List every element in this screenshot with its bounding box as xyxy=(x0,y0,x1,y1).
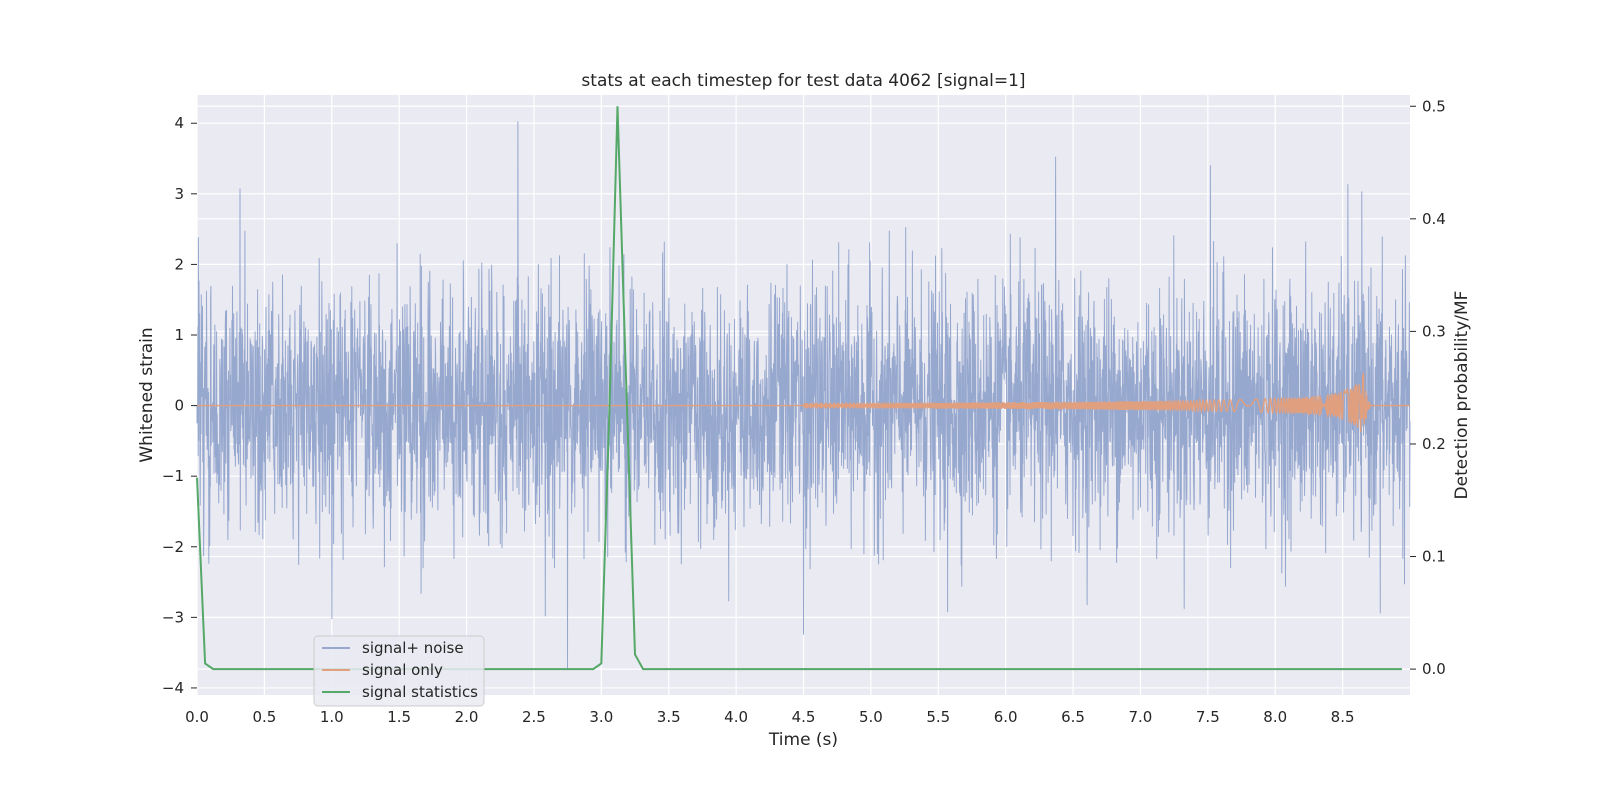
y-tick-label-right: 0.5 xyxy=(1422,97,1446,115)
signal-statistics-line xyxy=(196,106,1402,671)
y-tick-label-right: 0.3 xyxy=(1422,322,1446,340)
signal-statistics-series xyxy=(196,106,1402,671)
y-tick-label-left: −3 xyxy=(162,608,184,626)
x-tick-label: 7.0 xyxy=(1129,708,1153,726)
legend-label: signal only xyxy=(362,661,443,679)
x-tick-label: 3.0 xyxy=(589,708,613,726)
x-tick-label: 8.5 xyxy=(1331,708,1355,726)
x-tick-label: 1.5 xyxy=(387,708,411,726)
x-tick-label: 2.5 xyxy=(522,708,546,726)
y-tick-label-right: 0.2 xyxy=(1422,435,1446,453)
x-tick-label: 5.5 xyxy=(926,708,950,726)
x-tick-label: 0.5 xyxy=(252,708,276,726)
x-tick-label: 6.0 xyxy=(994,708,1018,726)
x-tick-label: 4.5 xyxy=(792,708,816,726)
x-tick-label: 4.0 xyxy=(724,708,748,726)
noise-series xyxy=(196,121,1411,669)
y-tick-label-right: 0.4 xyxy=(1422,210,1446,228)
y-tick-label-left: 1 xyxy=(174,326,184,344)
x-tick-label: 2.0 xyxy=(455,708,479,726)
x-tick-label: 5.0 xyxy=(859,708,883,726)
y-tick-label-left: 0 xyxy=(174,397,184,415)
signal-only-series xyxy=(197,372,1410,433)
y-tick-label-left: −4 xyxy=(162,679,184,697)
signal-only-line xyxy=(197,372,1410,433)
legend-label: signal+ noise xyxy=(362,639,464,657)
x-tick-label: 3.5 xyxy=(657,708,681,726)
x-tick-label: 6.5 xyxy=(1061,708,1085,726)
y-tick-label-left: −2 xyxy=(162,538,184,556)
y-tick-label-left: 4 xyxy=(174,114,184,132)
signal-plus-noise-line xyxy=(196,121,1411,669)
x-tick-label: 1.0 xyxy=(320,708,344,726)
legend-label: signal statistics xyxy=(362,683,478,701)
legend-box xyxy=(313,635,485,707)
y-tick-label-left: 3 xyxy=(174,185,184,203)
y-tick-label-right: 0.0 xyxy=(1422,660,1446,678)
chart-title: stats at each timestep for test data 406… xyxy=(581,71,1025,91)
x-tick-label: 7.5 xyxy=(1196,708,1220,726)
axes: 0.0 0.5 1.0 1.5 2.0 2.5 3.0 3.5 4.0 4.5 5.0 5.5 6.0 6… xyxy=(162,97,1446,726)
y-axis-label-left: Whitened strain xyxy=(137,327,157,462)
x-tick-label: 8.0 xyxy=(1263,708,1287,726)
y-tick-label-right: 0.1 xyxy=(1422,548,1446,566)
y-tick-label-left: −1 xyxy=(162,467,184,485)
y-axis-label-right: Detection probability/MF xyxy=(1452,291,1472,500)
x-tick-label: 0.0 xyxy=(185,708,209,726)
legend: signal+ noise signal only signal statistic… xyxy=(313,635,485,707)
y-tick-label-left: 2 xyxy=(174,255,184,273)
x-axis-label: Time (s) xyxy=(768,730,838,750)
